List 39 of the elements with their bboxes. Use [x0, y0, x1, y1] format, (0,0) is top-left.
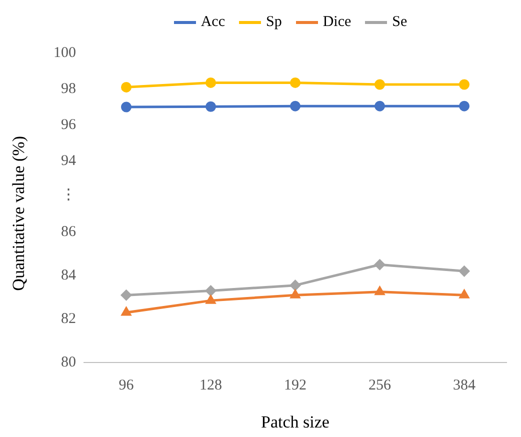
y-tick-label: 98	[61, 80, 76, 97]
point	[374, 79, 385, 90]
x-tick-label: 96	[118, 378, 134, 394]
point	[290, 280, 300, 291]
y-tick-label: 94	[61, 152, 76, 169]
point	[290, 77, 300, 88]
point	[206, 295, 216, 304]
x-tick-label: 384	[453, 378, 476, 394]
legend-label: Dice	[322, 14, 352, 30]
text: ⋮	[61, 186, 76, 204]
point	[206, 101, 216, 112]
y-tick-label: 100	[54, 44, 76, 61]
point	[206, 77, 216, 88]
point	[206, 286, 216, 296]
y-tick-label: 84	[61, 267, 76, 284]
x-axis-title: Patch size	[261, 412, 330, 432]
point	[374, 100, 385, 112]
y-tick-label: 96	[61, 116, 76, 133]
y-tick-label: 86	[61, 224, 76, 240]
legend-label: Se	[392, 14, 408, 30]
point	[459, 100, 470, 112]
point	[459, 266, 470, 276]
point	[459, 79, 470, 90]
point	[460, 290, 469, 298]
x-tick-label: 192	[284, 378, 306, 394]
x-tick-label: 128	[200, 378, 222, 394]
point	[122, 307, 131, 316]
point	[121, 102, 132, 112]
point	[121, 82, 132, 92]
y-axis-title: Quantitative value (%)	[9, 136, 29, 290]
point	[290, 290, 300, 298]
point	[121, 290, 132, 300]
x-tick-label: 256	[368, 378, 392, 394]
y-tick-label: 80	[61, 354, 76, 371]
point	[290, 100, 300, 112]
y-tick-label: 82	[61, 311, 76, 328]
legend-label: Sp	[266, 14, 282, 30]
point	[374, 259, 385, 270]
legend-label: Acc	[200, 14, 225, 30]
